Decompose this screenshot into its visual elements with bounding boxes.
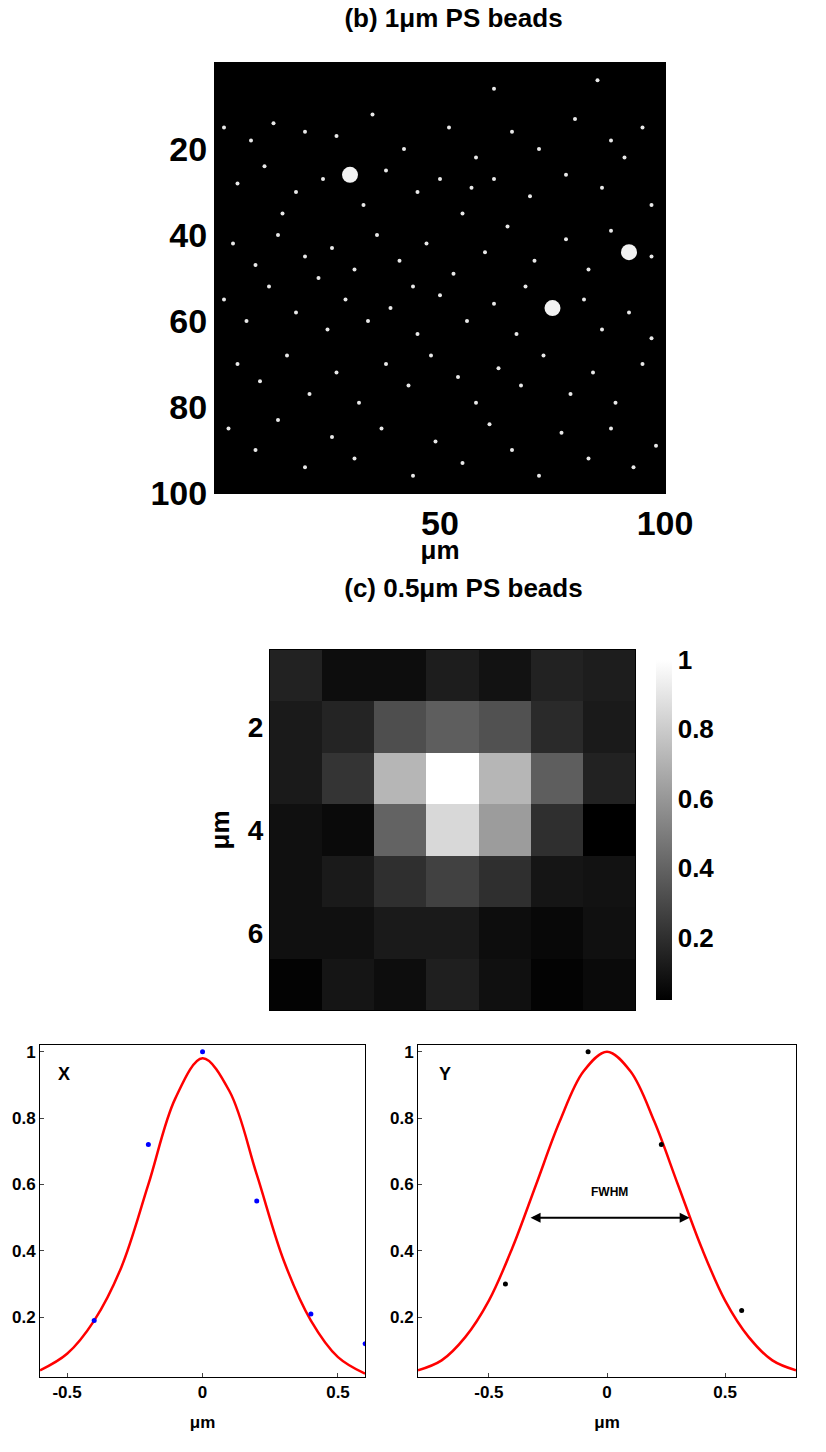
svg-text:80: 80 xyxy=(169,388,207,426)
svg-text:100: 100 xyxy=(150,474,207,512)
svg-text:60: 60 xyxy=(169,302,207,340)
svg-text:(c) 0.5μm PS beads: (c) 0.5μm PS beads xyxy=(344,573,582,603)
svg-text:μm: μm xyxy=(420,535,459,565)
svg-text:0.8: 0.8 xyxy=(12,1109,36,1128)
svg-text:50: 50 xyxy=(421,504,459,542)
svg-text:6: 6 xyxy=(248,918,264,949)
svg-text:-0.5: -0.5 xyxy=(474,1383,503,1402)
svg-text:0.8: 0.8 xyxy=(390,1109,414,1128)
svg-text:1: 1 xyxy=(26,1043,35,1062)
svg-text:μm: μm xyxy=(594,1413,620,1432)
svg-text:0.6: 0.6 xyxy=(678,784,714,814)
svg-text:μm: μm xyxy=(205,810,235,849)
svg-text:100: 100 xyxy=(637,504,694,542)
svg-text:1: 1 xyxy=(404,1043,413,1062)
svg-text:X: X xyxy=(58,1064,70,1084)
svg-text:1: 1 xyxy=(678,645,692,675)
svg-text:0.5: 0.5 xyxy=(713,1383,737,1402)
svg-text:0.4: 0.4 xyxy=(12,1242,36,1261)
svg-text:0.2: 0.2 xyxy=(390,1308,414,1327)
svg-text:Y: Y xyxy=(439,1064,451,1084)
svg-text:-0.5: -0.5 xyxy=(52,1383,81,1402)
svg-text:FWHM: FWHM xyxy=(591,1185,628,1199)
svg-text:4: 4 xyxy=(248,815,264,846)
svg-text:0.8: 0.8 xyxy=(678,714,714,744)
svg-text:40: 40 xyxy=(169,216,207,254)
svg-text:0.4: 0.4 xyxy=(678,853,715,883)
svg-text:0: 0 xyxy=(198,1383,207,1402)
svg-text:0.4: 0.4 xyxy=(390,1242,414,1261)
svg-text:20: 20 xyxy=(169,130,207,168)
svg-text:2: 2 xyxy=(248,712,264,743)
svg-text:0.2: 0.2 xyxy=(12,1308,36,1327)
svg-text:0.5: 0.5 xyxy=(326,1383,350,1402)
svg-text:μm: μm xyxy=(190,1413,216,1432)
svg-text:(b) 1μm PS beads: (b) 1μm PS beads xyxy=(344,3,562,33)
svg-text:0.6: 0.6 xyxy=(390,1175,414,1194)
svg-text:0: 0 xyxy=(602,1383,611,1402)
svg-text:0.6: 0.6 xyxy=(12,1175,36,1194)
svg-text:0.2: 0.2 xyxy=(678,923,714,953)
